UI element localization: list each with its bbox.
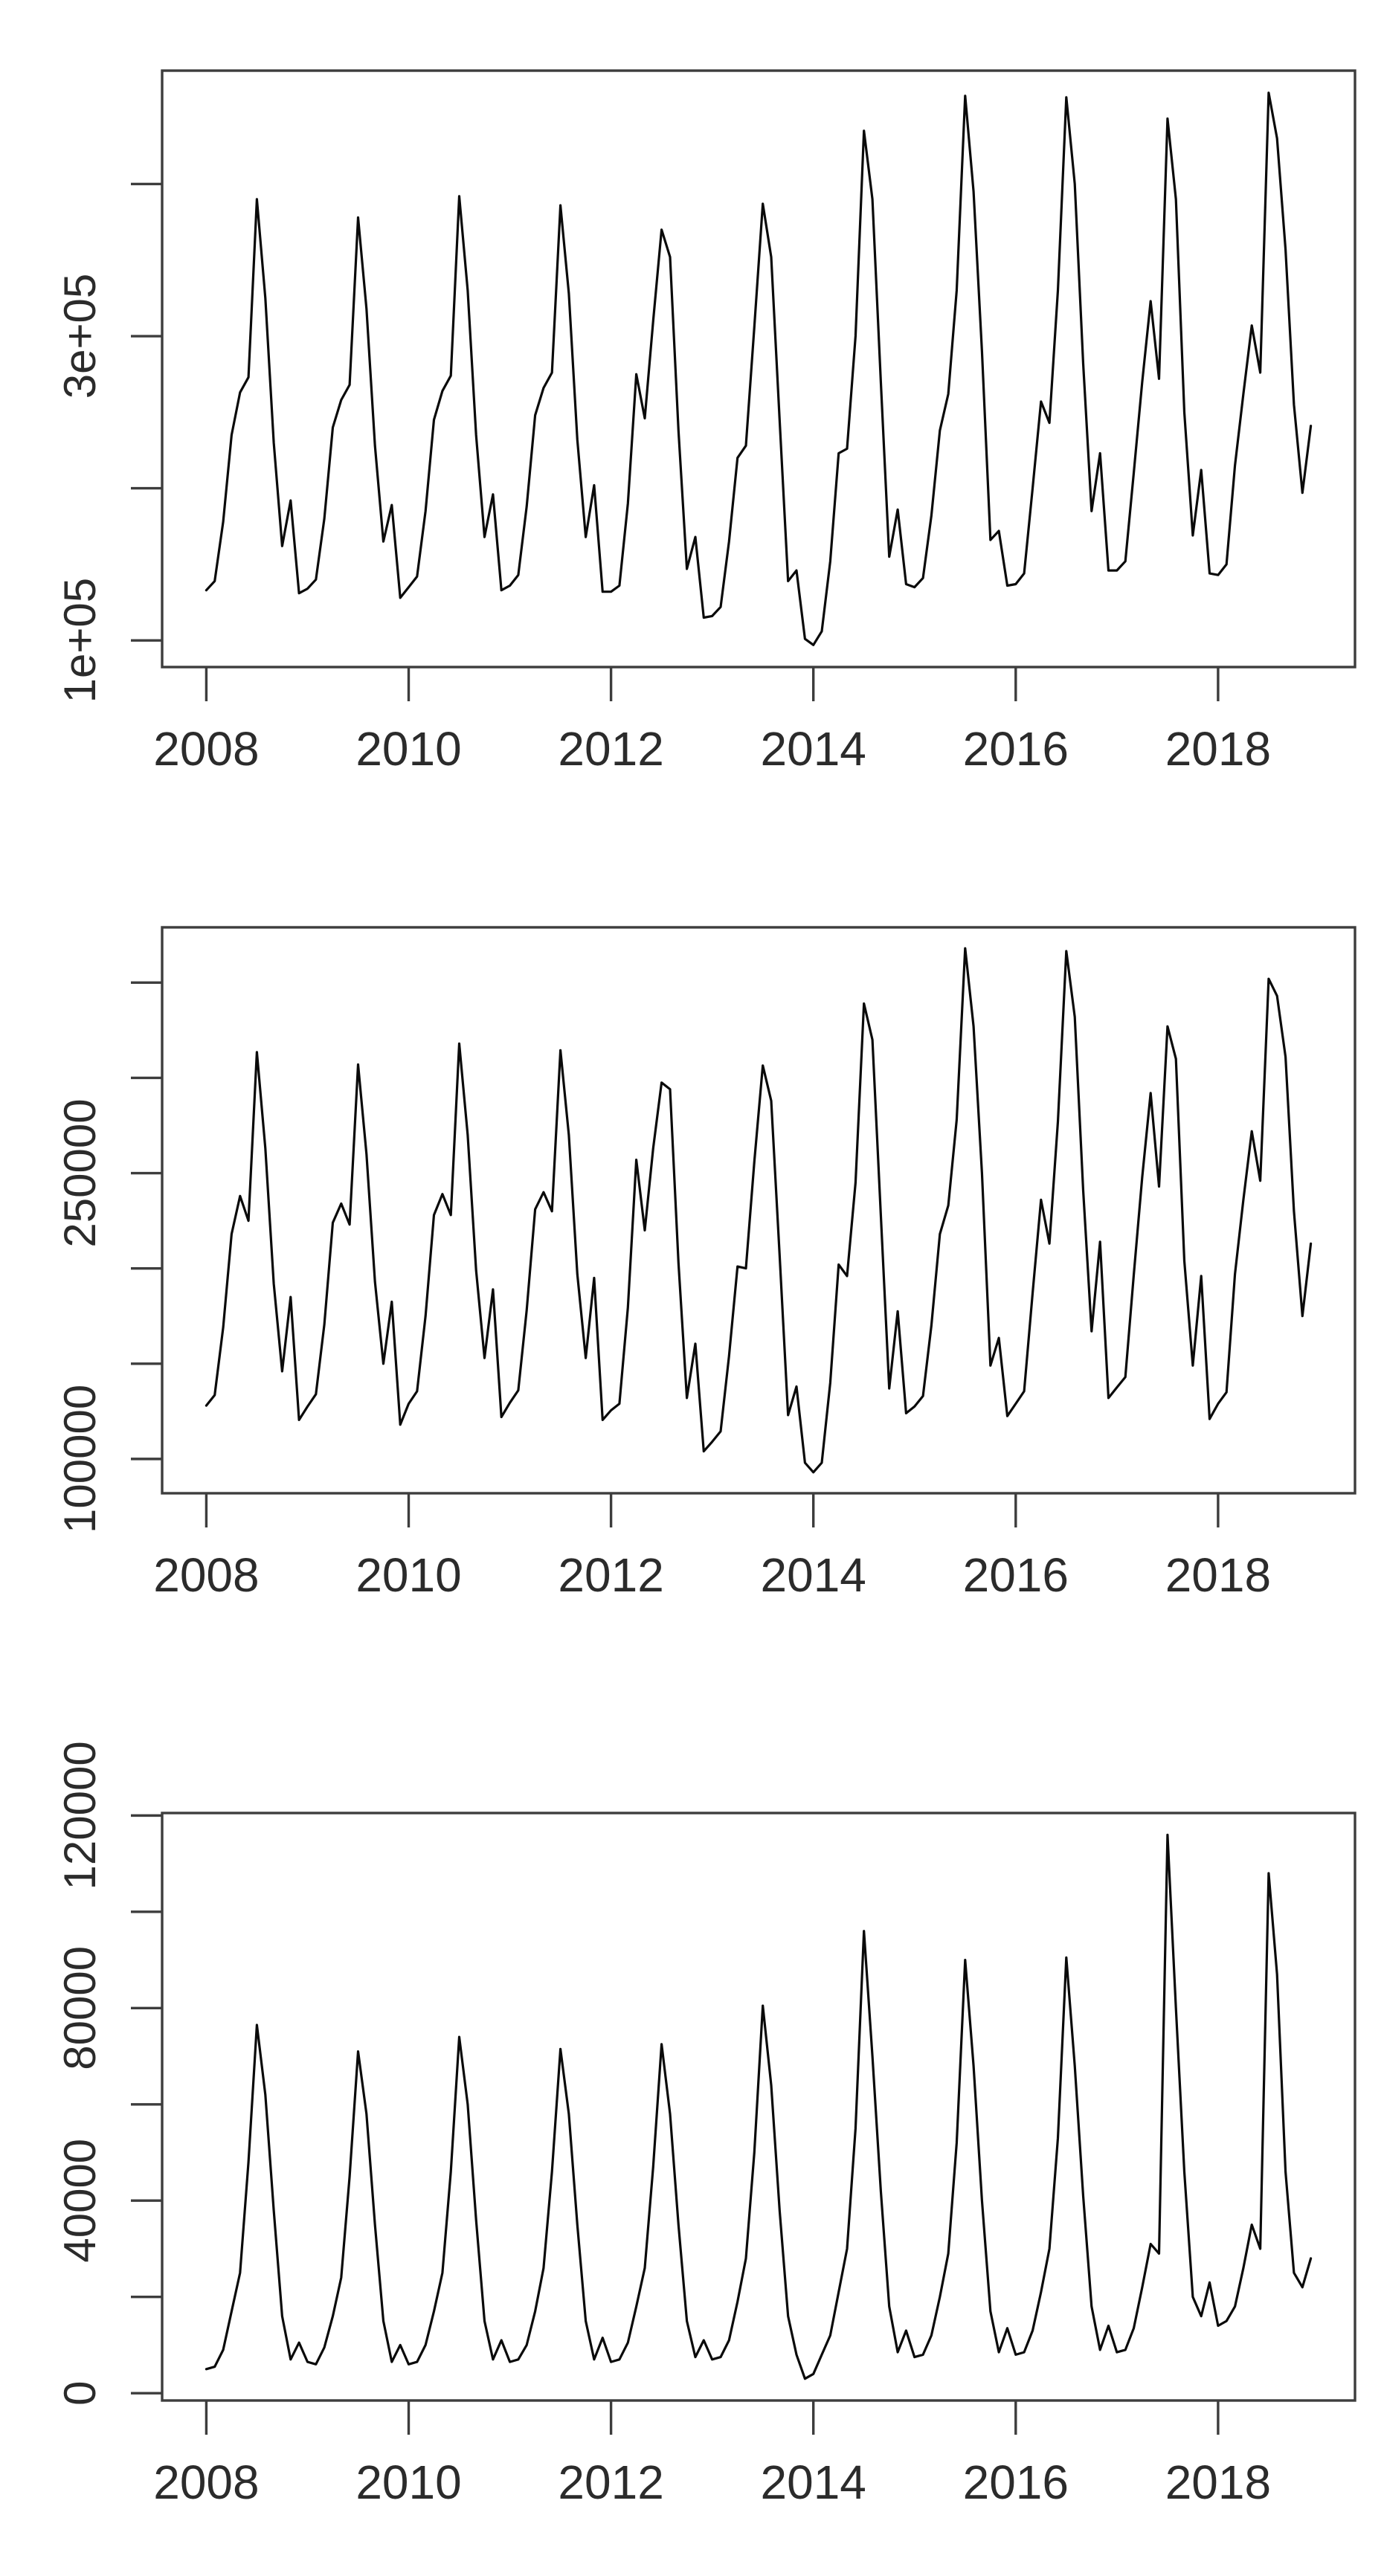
y-axis-tick-label: 40000 [55,2139,105,2263]
x-axis-tick-label: 2010 [355,2456,461,2509]
time-series-line [205,947,1313,1474]
x-axis-tick-label: 2008 [153,1548,259,1602]
x-axis-tick-label: 2014 [761,1548,866,1602]
plot-box [161,1812,1356,2402]
time-series-line [205,1833,1313,2380]
x-axis-tick-label: 2012 [558,2456,663,2509]
x-axis-tick-label: 2008 [153,722,259,776]
y-axis-tick-label: 100000 [55,1385,105,1533]
x-axis-tick-label: 2012 [558,722,663,776]
x-axis-tick-label: 2012 [558,1548,663,1602]
x-axis-tick-label: 2008 [153,2456,259,2509]
y-axis-tick-label: 250000 [55,1098,105,1247]
x-axis-tick-label: 2016 [963,722,1069,776]
x-axis-tick-label: 2010 [355,1548,461,1602]
x-axis-tick-label: 2016 [963,1548,1069,1602]
x-axis-tick-label: 2014 [761,722,866,776]
y-axis-tick-label: 0 [55,2380,105,2405]
plot-box [161,926,1356,1495]
x-axis-tick-label: 2018 [1165,2456,1271,2509]
x-axis-tick-label: 2018 [1165,1548,1271,1602]
time-series-line [205,91,1313,646]
x-axis-tick-label: 2016 [963,2456,1069,2509]
y-axis-tick-label: 80000 [55,1946,105,2070]
x-axis-tick-label: 2014 [761,2456,866,2509]
plot-box [161,69,1356,669]
y-axis-tick-label: 3e+05 [55,274,105,399]
x-axis-tick-label: 2010 [355,722,461,776]
y-axis-tick-label: 1e+05 [55,578,105,703]
x-axis-tick-label: 2018 [1165,722,1271,776]
y-axis-tick-label: 120000 [55,1741,105,1890]
